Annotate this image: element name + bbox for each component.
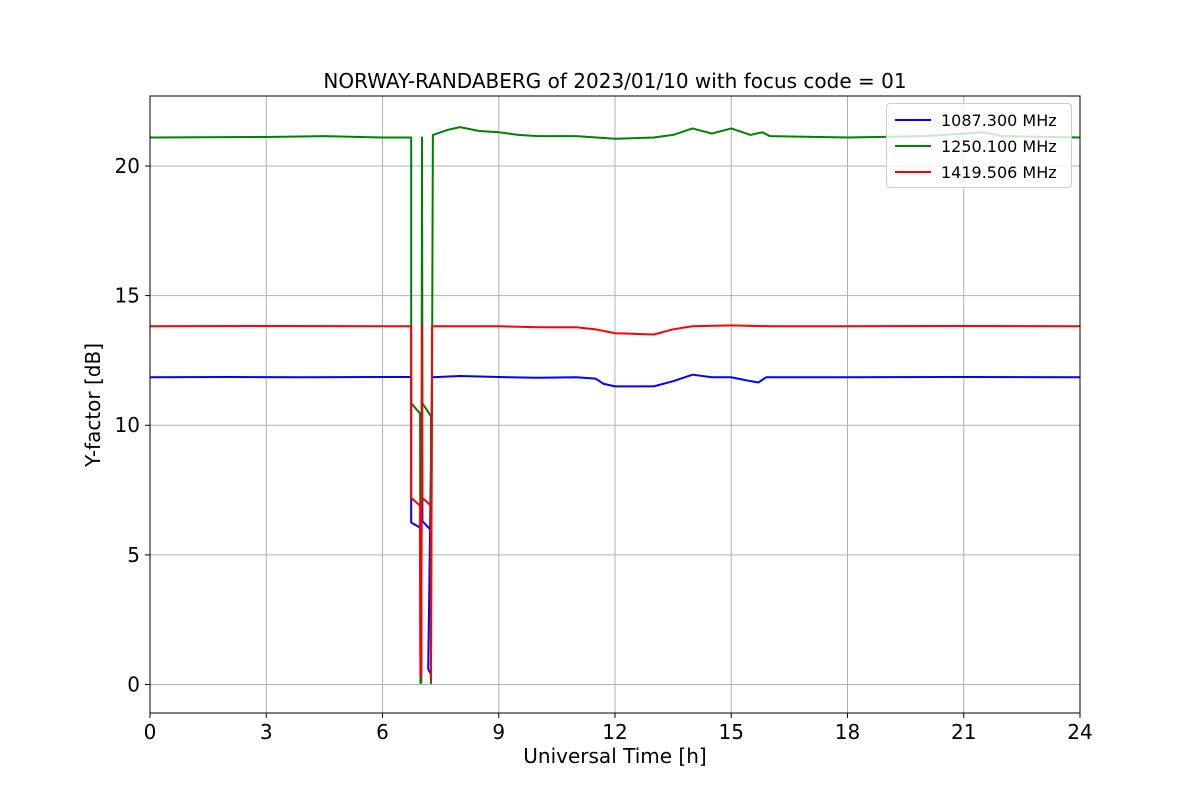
- series-line-1: [149, 126, 1081, 685]
- x-tick-label: 6: [376, 720, 389, 744]
- legend-label-1419: 1419.506 MHz: [941, 162, 1057, 182]
- y-tick-label: 20: [115, 154, 140, 178]
- series-line-0: [149, 373, 1081, 683]
- legend-swatch-1250: [895, 145, 931, 147]
- x-tick-label: 15: [719, 720, 744, 744]
- x-tick-label: 3: [260, 720, 273, 744]
- legend-swatch-1087: [895, 119, 931, 121]
- x-tick-label: 12: [602, 720, 627, 744]
- x-tick-label: 18: [835, 720, 860, 744]
- series-lines: [149, 126, 1081, 685]
- legend-swatch-1419: [895, 171, 931, 173]
- grid-lines: [149, 96, 1081, 713]
- legend-item-1250: 1250.100 MHz: [895, 136, 1057, 156]
- legend: 1087.300 MHz 1250.100 MHz 1419.506 MHz: [886, 103, 1072, 188]
- y-tick-label: 0: [127, 672, 140, 696]
- y-axis-label: Y-factor [dB]: [81, 343, 105, 468]
- chart-title: NORWAY-RANDABERG of 2023/01/10 with focu…: [323, 69, 906, 93]
- x-tick-label: 24: [1067, 720, 1092, 744]
- x-tick-label: 0: [144, 720, 157, 744]
- y-axis-ticks: 0 5 10 15 20: [115, 154, 150, 696]
- legend-label-1087: 1087.300 MHz: [941, 110, 1057, 130]
- legend-item-1419: 1419.506 MHz: [895, 162, 1057, 182]
- x-tick-label: 21: [951, 720, 976, 744]
- y-tick-label: 15: [115, 284, 140, 308]
- legend-item-1087: 1087.300 MHz: [895, 110, 1057, 130]
- legend-label-1250: 1250.100 MHz: [941, 136, 1057, 156]
- x-tick-label: 9: [492, 720, 505, 744]
- x-axis-label: Universal Time [h]: [523, 744, 706, 768]
- series-line-2: [149, 324, 1081, 681]
- y-tick-label: 5: [127, 543, 140, 567]
- x-axis-ticks: 0 3 6 9 12 15 18 21 24: [144, 713, 1093, 744]
- y-tick-label: 10: [115, 413, 140, 437]
